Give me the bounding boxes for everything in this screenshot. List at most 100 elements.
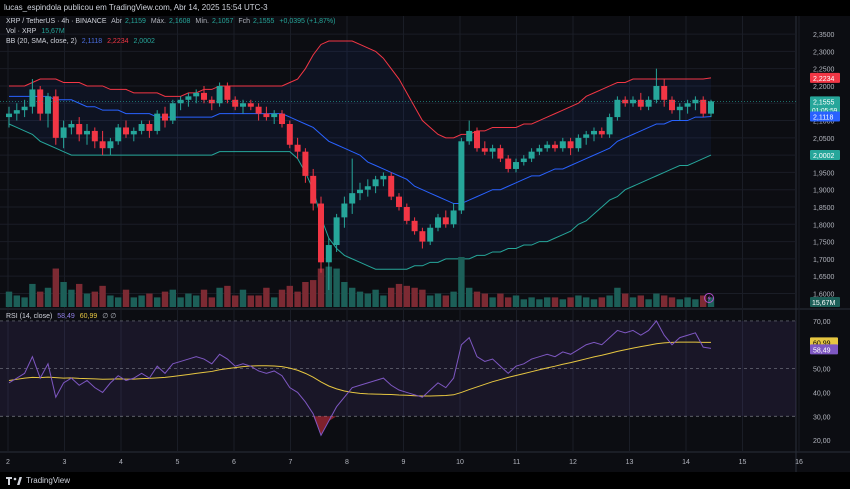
volume-bar [83,293,91,307]
candle-body [6,113,12,118]
candle-body [154,113,161,131]
candle-body [614,99,621,118]
volume-bar [481,293,488,307]
candle-body [130,130,137,135]
lightning-icon[interactable] [704,293,714,303]
rsi-value: 58,49 [57,313,75,320]
bollinger-lower-value: 2,0002 [133,38,155,45]
volume-bar [676,299,683,307]
volume-bar [598,297,605,307]
chart-canvas[interactable]: 2,35002,30002,25002,20002,15002,10002,05… [0,16,850,472]
rsi-line [8,320,712,437]
bollinger-label[interactable]: BB (20, SMA, close, 2) [6,38,77,45]
price-tick-label: 2,3000 [813,49,835,56]
volume-bar [115,297,122,307]
volume-bar [286,285,293,307]
candle-body [91,130,98,142]
candle-body [520,158,527,163]
candle-body [544,144,551,149]
volume-bar [583,297,590,307]
volume-bar [419,289,426,307]
candle-body [396,196,402,207]
candle-body [37,89,44,114]
bollinger-upper-line [9,40,712,139]
rsi-ma-line [8,341,712,397]
candle-body [224,85,231,100]
volume-bar [466,287,473,307]
rsi-tick-label: 50,00 [813,367,831,374]
candle-body [169,103,176,121]
bollinger-upper-value: 2,2234 [107,38,129,45]
volume-bar [653,293,660,307]
candle-body [435,217,441,228]
volume-bar [473,291,481,307]
candle-body [325,245,332,263]
volume-bar [692,299,699,307]
candle-body [403,206,410,221]
time-tick-label: 13 [626,459,634,466]
time-tick-label: 6 [232,459,236,466]
candle-body [598,130,605,135]
candle-body [567,141,574,149]
volume-bar [575,295,582,307]
volume-bar [497,293,504,307]
candle-body [107,141,114,149]
volume-bar [302,282,309,307]
bollinger-lower-line [8,123,712,270]
volume-bar [505,297,512,307]
volume-bar [364,293,371,307]
candle-body [271,113,278,118]
candle-body [349,193,356,204]
volume-bar [450,291,457,307]
close-label: Fch [238,18,251,25]
volume-bar [489,297,496,307]
price-tag-label: 2,0002 [813,153,835,160]
candle-body [99,141,106,149]
volume-bar [310,280,317,307]
volume-bar [520,299,527,307]
time-tick-label: 3 [63,459,67,466]
low-value: 2,1057 [211,18,234,25]
volume-bar [434,293,442,307]
footer-bar: TradingView [0,472,850,489]
candle-body [263,113,270,118]
tradingview-logo-icon [6,477,22,485]
price-tag [810,111,840,122]
candle-body [208,99,215,104]
volume-bar [271,297,278,307]
volume-bar [356,291,364,307]
volume-label[interactable]: Vol · XRP [6,28,37,35]
time-tick-label: 12 [569,459,577,466]
candle-body [240,103,246,107]
volume-bar [629,297,637,307]
tradingview-brand[interactable]: TradingView [26,476,71,485]
volume-bar [317,268,325,307]
volume-bar [684,297,691,307]
candle-body [481,148,488,152]
candle-body [489,148,496,152]
rsi-tick-label: 70,00 [813,319,831,326]
candle-body [162,113,168,121]
candle-body [232,99,239,107]
candle-body [676,106,683,111]
candle-body [474,130,480,149]
rsi-ma-tag-label: 60,99 [813,340,831,347]
candle-body [411,220,418,232]
candle-body [645,99,652,107]
volume-bar [138,295,145,307]
volume-bar [645,299,652,307]
low-label: Mín. [195,18,209,25]
price-tick-label: 1,8500 [813,205,835,212]
time-tick-label: 10 [456,459,464,466]
rsi-label[interactable]: RSI (14, close) [6,313,53,320]
price-tick-label: 2,0500 [813,136,835,143]
candle-body [575,137,582,149]
volume-bar [544,297,551,307]
change-value: +0,0395 (+1,87%) [279,18,336,25]
volume-bar [536,299,543,307]
volume-bar [193,295,200,307]
symbol-name[interactable]: XRP / TetherUS · 4h · BINANCE [6,18,107,25]
price-tick-label: 1,6000 [813,291,835,298]
volume-bar [427,295,434,307]
candle-body [76,124,83,135]
